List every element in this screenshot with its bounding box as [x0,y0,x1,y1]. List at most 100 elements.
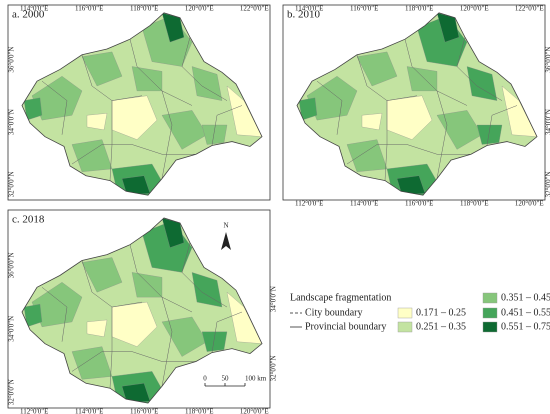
legend-label: 0.251 – 0.35 [416,321,466,332]
region [31,76,83,121]
panel-frame [282,4,546,201]
scale-label: 50 [222,375,230,383]
city-boundary [41,80,68,135]
region [31,282,83,328]
region [361,113,383,131]
city-boundary [384,100,388,181]
legend-swatch [482,307,498,319]
map-fill [22,12,262,196]
region [466,66,498,101]
city-boundary [41,287,68,342]
lon-label: 120°0'0"E [460,5,489,13]
region [81,257,123,293]
city-boundary [404,39,468,106]
legend-label: City boundary [305,307,363,318]
panel-frame [7,4,271,201]
city-boundary [211,105,243,146]
lat-label: 34°0'0"N [8,109,16,135]
panel-label: b. 2010 [287,9,321,21]
city-boundary [356,54,418,101]
legend-label: 0.551 – 0.75 [501,321,550,332]
lat-label: 36°0'0"N [545,47,550,73]
lon-label: 116°0'0"E [130,408,158,414]
city-boundary [161,297,173,387]
lat-label: 36°0'0"N [8,47,16,73]
map-fill [297,12,537,196]
map [296,12,538,196]
lat-label: 34°0'0"N [8,316,16,342]
city-boundary [456,37,503,101]
lon-label: 118°0'0"E [405,5,433,13]
lon-label: 114°0'0"E [295,5,323,13]
north-arrow [221,232,231,250]
scale-label: 100 km [245,375,267,383]
city-boundary [109,100,113,181]
region [191,66,223,101]
lon-label: 114°0'0"E [350,200,378,208]
region [476,124,503,145]
city-boundary [71,144,197,165]
lon-label: 112°0'0"E [20,408,48,414]
legend-swatch [482,292,498,304]
city-boundary [346,144,472,165]
city-boundary [109,307,113,389]
legend-swatch [482,321,498,333]
region [226,85,262,137]
scale-bar [204,383,246,387]
lat-label: 32°0'0"N [8,171,16,197]
legend-swatch [397,321,413,333]
city-boundary [436,90,448,179]
legend-title: Landscape fragmentation [290,292,391,303]
map [21,12,263,196]
region [86,319,108,337]
panel-frame [7,209,271,409]
panel-label: c. 2018 [12,214,45,226]
lon-label: 120°0'0"E [185,5,214,13]
city-boundary [211,311,243,353]
region [306,76,358,121]
lon-label: 120°0'0"E [240,408,269,414]
region [501,85,537,137]
city-boundary [316,80,343,135]
region [191,272,223,308]
legend-label: 0.451 – 0.55 [501,307,550,318]
lon-label: 118°0'0"E [185,408,213,414]
scale-label: 0 [203,375,207,383]
lon-label: 114°0'0"E [20,5,48,13]
lat-label: 34°0'0"N [545,109,550,135]
lat-label: 32°0'0"N [545,171,550,197]
region [201,331,228,352]
north-label: N [223,222,228,230]
lat-label: 32°0'0"N [8,379,16,405]
legend-label: 0.351 – 0.45 [501,292,550,303]
lon-label: 122°0'0"E [515,5,544,13]
lon-label: 122°0'0"E [240,5,269,13]
lat-label: 32°0'0"N [270,355,278,381]
lon-label: 112°0'0"E [295,200,323,208]
region [201,124,228,145]
panel-label: a. 2000 [12,9,45,21]
city-boundary [71,351,197,372]
map-fill [22,217,262,404]
lon-label: 118°0'0"E [460,200,488,208]
city-boundary [81,54,143,101]
lon-label: 120°0'0"E [515,200,544,208]
legend-label: 0.171 – 0.25 [416,307,466,318]
legend-swatch [397,307,413,319]
city-boundary [81,260,143,308]
city-boundary [129,244,193,313]
lon-label: 116°0'0"E [75,5,103,13]
region [81,51,123,87]
city-boundary [129,39,193,106]
lon-label: 118°0'0"E [130,5,158,13]
region [86,113,108,131]
legend-label: Provincial boundary [305,321,386,332]
map [21,217,263,404]
city-boundary [161,90,173,179]
city-boundary [486,105,518,146]
lon-label: 114°0'0"E [75,408,103,414]
lon-label: 116°0'0"E [405,200,433,208]
city-boundary [181,242,228,308]
lon-label: 116°0'0"E [350,5,378,13]
